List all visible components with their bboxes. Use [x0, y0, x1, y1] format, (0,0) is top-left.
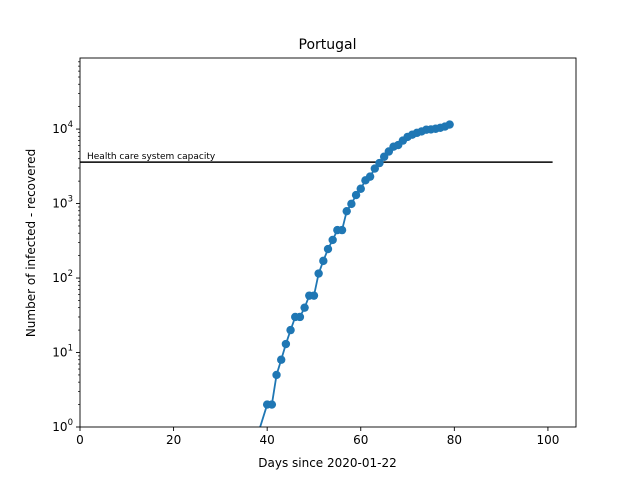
series-line-0: [259, 123, 451, 427]
capacity-label: Health care system capacity: [87, 152, 216, 162]
data-point: [445, 120, 454, 129]
y-tick-label: 103: [52, 195, 73, 211]
data-point: [323, 244, 333, 254]
data-point: [277, 355, 286, 364]
data-point: [300, 303, 309, 312]
y-tick-label: 102: [52, 269, 73, 285]
y-tick-label: 104: [52, 120, 73, 136]
data-point: [351, 190, 361, 200]
x-tick-label: 20: [166, 433, 181, 447]
data-point: [267, 400, 277, 409]
plot-area: Health care system capacity: [80, 120, 553, 453]
data-point: [272, 370, 281, 380]
data-point: [375, 158, 384, 168]
x-tick-label: 40: [260, 433, 275, 447]
x-tick-label: 80: [447, 433, 462, 447]
data-point: [342, 206, 351, 216]
x-tick-label: 60: [353, 433, 368, 447]
data-point: [314, 269, 323, 278]
data-point: [337, 225, 347, 235]
data-point: [286, 325, 295, 335]
chart-title: Portugal: [299, 37, 357, 53]
x-tick-label: 0: [76, 433, 84, 447]
clipped-plot: [80, 120, 553, 453]
data-point: [319, 256, 328, 266]
data-point: [328, 235, 337, 245]
data-point: [249, 445, 257, 453]
axes-frame: [79, 57, 577, 428]
axes: 0 20 40 60 80 100 100 101 102 103 104: [52, 57, 577, 447]
data-point: [295, 312, 305, 322]
data-point: [281, 339, 291, 349]
data-point: [309, 291, 319, 300]
data-point: [356, 184, 365, 193]
y-tick-label: 100: [52, 418, 73, 434]
data-point: [365, 172, 375, 181]
data-point: [370, 164, 379, 173]
x-axis-title: Days since 2020-01-22: [258, 456, 397, 470]
y-tick-label: 101: [52, 344, 73, 360]
y-axis-title: Number of infected - recovered: [24, 149, 38, 337]
x-tick-label: 100: [536, 433, 559, 447]
data-point: [347, 199, 356, 209]
